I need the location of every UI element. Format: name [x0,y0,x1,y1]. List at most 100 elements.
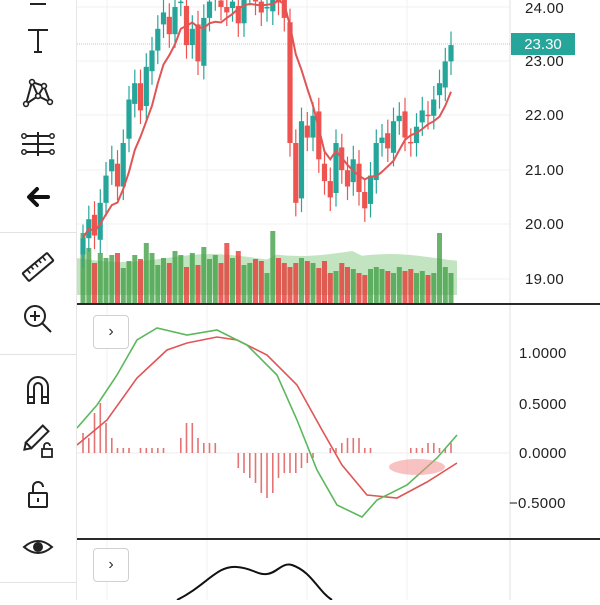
candle-body [258,1,264,13]
back-arrow-icon[interactable] [14,175,62,219]
volume-bar [425,275,431,303]
lock-drawing-icon[interactable] [14,420,62,464]
candle-body [333,143,339,193]
eye-icon[interactable] [14,525,62,569]
current-price-tag: 23.30 [511,33,575,55]
ruler-icon[interactable] [14,245,62,289]
volume-bar [362,275,368,303]
candle-body [229,1,236,9]
volume-bar [149,253,155,303]
candle-body [80,238,86,255]
volume-bar [396,267,402,303]
candle-body [419,110,425,123]
volume-bar [287,267,293,303]
volume-bar [218,263,224,303]
candle-body [408,141,414,144]
candle-body [270,0,276,12]
volume-bar [241,265,247,303]
volume-bar [276,258,281,303]
partial-tool-icon[interactable] [14,0,62,22]
zoom-in-icon[interactable] [14,297,62,341]
candle-body [373,143,379,180]
macd-line [76,327,458,518]
chart-area[interactable]: 24.00 23.00 22.00 21.00 20.00 19.00 23.3… [76,0,600,601]
chart-canvas[interactable] [76,0,600,601]
volume-bar [368,269,373,303]
volume-bar [138,259,143,303]
candle-body [224,7,230,13]
candle-body [172,7,178,35]
volume-bar [184,267,189,303]
signal-line [76,336,458,499]
prediction-tool-icon[interactable] [14,122,62,166]
volume-bar [224,243,230,303]
volume-bar [391,273,396,303]
candle-body [103,175,109,203]
volume-bar [322,261,327,303]
candle-body [97,202,103,240]
volume-bar [316,268,322,303]
collapse-pane-button[interactable]: › [93,315,129,349]
volume-bar [253,259,258,303]
volume-bar [235,251,241,303]
candle-body [114,163,121,187]
pattern-tool-icon[interactable] [14,70,62,114]
volume-bar [201,247,207,303]
candle-body [356,163,362,192]
volume-bar [86,248,92,303]
indicator-curve [176,563,333,601]
volume-bar [299,258,304,303]
volume-bar [414,273,419,303]
pane-divider[interactable] [77,538,600,540]
candle-body [344,170,351,187]
candle-body [431,99,437,116]
candle-body [132,83,138,104]
volume-bar [247,263,253,303]
toolbar-divider [0,232,76,233]
macd-axis-label: 0.0000 [519,445,567,462]
volume-bar [264,273,270,303]
candle-body [206,1,213,18]
candle-body [178,1,184,4]
volume-bar [379,269,385,303]
collapse-pane-button[interactable]: › [93,548,129,582]
candle-body [264,7,270,9]
candle-body [367,175,374,204]
candle-body [252,0,259,2]
volume-bar [385,271,391,303]
toolbar-divider [0,582,76,583]
candle-body [160,12,167,25]
pane-divider[interactable] [77,303,600,305]
volume-bar [293,263,299,303]
volume-bar [270,231,276,303]
volume-bar [120,268,126,303]
candle-body [149,50,155,72]
price-axis-label: 21.00 [525,162,565,179]
volume-bar [115,253,120,303]
volume-bar [373,267,379,303]
candle-body [143,66,149,106]
price-axis-label: 20.00 [525,216,565,233]
volume-bar [304,261,310,303]
volume-bar [109,255,115,303]
volume-bar [155,265,161,303]
magnet-icon[interactable] [14,367,62,411]
text-tool-icon[interactable] [14,18,62,62]
price-axis-label: 22.00 [525,107,565,124]
macd-axis-label: 1.0000 [519,345,567,362]
unlock-icon[interactable] [14,472,62,516]
candle-body [425,114,431,117]
volume-bar [333,271,339,303]
candle-body [109,159,115,172]
candle-body [241,0,247,24]
volume-bar [143,243,149,303]
volume-bar [419,271,425,303]
price-axis-label: 23.00 [525,53,565,70]
candle-body [448,45,454,62]
candle-body [298,121,305,199]
candle-body [287,22,293,144]
candle-body [310,115,316,138]
candle-body [137,83,144,111]
macd-axis-label: −0.5000 [509,495,566,512]
candle-body [436,83,443,96]
